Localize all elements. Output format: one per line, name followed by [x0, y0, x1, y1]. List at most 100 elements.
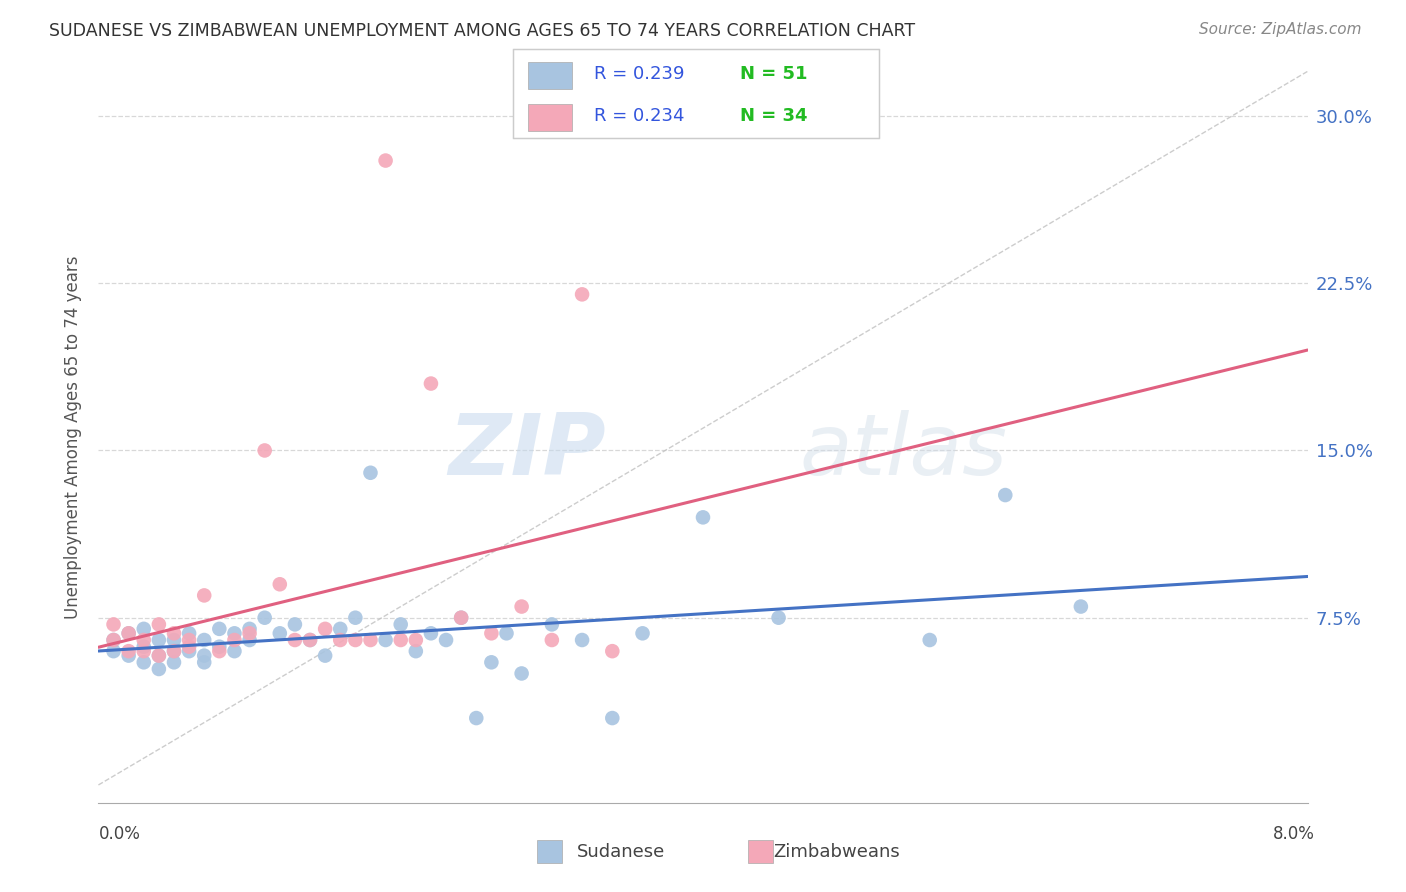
Point: [132, 644, 155, 658]
Point: [329, 622, 352, 636]
Bar: [748, 840, 773, 863]
Point: [450, 610, 472, 624]
Bar: [537, 840, 562, 863]
Point: [434, 633, 457, 648]
Point: [465, 711, 488, 725]
Point: [405, 644, 427, 658]
Point: [118, 626, 141, 640]
Text: atlas: atlas: [800, 410, 1008, 493]
Point: [314, 648, 336, 663]
Point: [163, 644, 186, 658]
Point: [224, 633, 246, 648]
Point: [193, 589, 215, 603]
Point: [103, 644, 125, 658]
Point: [239, 633, 262, 648]
Point: [374, 633, 396, 648]
Point: [571, 633, 593, 648]
Point: [405, 633, 427, 648]
Point: [510, 599, 533, 614]
Point: [118, 626, 141, 640]
Point: [344, 610, 367, 624]
Point: [495, 626, 517, 640]
Point: [193, 648, 215, 663]
Point: [419, 376, 441, 391]
FancyBboxPatch shape: [527, 62, 572, 89]
Point: [374, 153, 396, 168]
Point: [540, 617, 562, 632]
Text: 8.0%: 8.0%: [1272, 825, 1315, 843]
Point: [179, 633, 201, 648]
Point: [179, 626, 201, 640]
Point: [179, 640, 201, 654]
Text: ZIP: ZIP: [449, 410, 606, 493]
Point: [269, 626, 291, 640]
Point: [253, 610, 276, 624]
Point: [118, 648, 141, 663]
Point: [224, 626, 246, 640]
Text: SUDANESE VS ZIMBABWEAN UNEMPLOYMENT AMONG AGES 65 TO 74 YEARS CORRELATION CHART: SUDANESE VS ZIMBABWEAN UNEMPLOYMENT AMON…: [49, 22, 915, 40]
Text: Source: ZipAtlas.com: Source: ZipAtlas.com: [1198, 22, 1361, 37]
Point: [132, 655, 155, 669]
Point: [193, 655, 215, 669]
Point: [148, 617, 170, 632]
Point: [103, 617, 125, 632]
Point: [1070, 599, 1092, 614]
Point: [253, 443, 276, 458]
Point: [224, 644, 246, 658]
Point: [540, 633, 562, 648]
Point: [239, 626, 262, 640]
Point: [269, 577, 291, 591]
Point: [148, 633, 170, 648]
Point: [132, 633, 155, 648]
Text: Zimbabweans: Zimbabweans: [773, 843, 900, 861]
Point: [359, 466, 381, 480]
Point: [103, 633, 125, 648]
Text: R = 0.234: R = 0.234: [593, 107, 685, 125]
Point: [193, 633, 215, 648]
Point: [602, 644, 624, 658]
Point: [299, 633, 322, 648]
Point: [329, 633, 352, 648]
Point: [208, 622, 231, 636]
Text: 0.0%: 0.0%: [98, 825, 141, 843]
Y-axis label: Unemployment Among Ages 65 to 74 years: Unemployment Among Ages 65 to 74 years: [63, 255, 82, 619]
Point: [163, 655, 186, 669]
Point: [148, 662, 170, 676]
Point: [692, 510, 714, 524]
Point: [602, 711, 624, 725]
Point: [359, 633, 381, 648]
Point: [344, 633, 367, 648]
FancyBboxPatch shape: [527, 104, 572, 131]
Point: [208, 640, 231, 654]
Point: [419, 626, 441, 640]
Point: [148, 648, 170, 663]
Point: [118, 644, 141, 658]
Point: [571, 287, 593, 301]
Point: [103, 633, 125, 648]
Point: [163, 644, 186, 658]
Point: [389, 633, 412, 648]
Point: [994, 488, 1017, 502]
Text: N = 34: N = 34: [740, 107, 807, 125]
Point: [132, 622, 155, 636]
Text: N = 51: N = 51: [740, 65, 807, 83]
Point: [768, 610, 790, 624]
Point: [208, 644, 231, 658]
Point: [148, 648, 170, 663]
Text: R = 0.239: R = 0.239: [593, 65, 685, 83]
Point: [450, 610, 472, 624]
Point: [163, 633, 186, 648]
Point: [479, 655, 503, 669]
Point: [239, 622, 262, 636]
Text: Sudanese: Sudanese: [576, 843, 665, 861]
Point: [299, 633, 322, 648]
Point: [284, 633, 307, 648]
Point: [510, 666, 533, 681]
Point: [179, 644, 201, 658]
Point: [479, 626, 503, 640]
Point: [163, 626, 186, 640]
Point: [314, 622, 336, 636]
Point: [631, 626, 654, 640]
Point: [132, 640, 155, 654]
Point: [284, 617, 307, 632]
